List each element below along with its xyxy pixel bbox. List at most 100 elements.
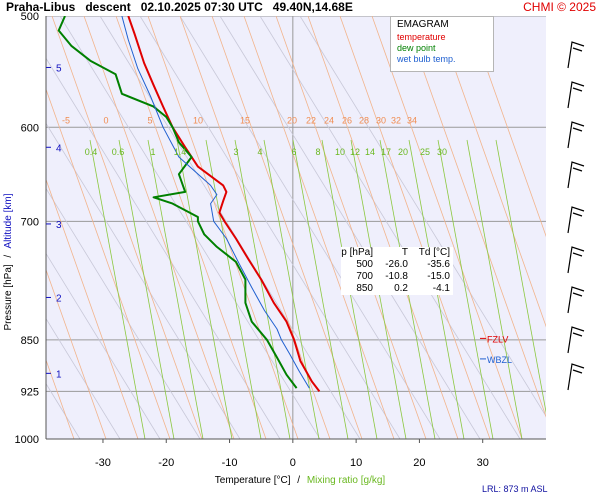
isotherm-label: 26 bbox=[342, 115, 352, 125]
table-cell: -10.8 bbox=[385, 271, 408, 282]
mixing-ratio-label: 0.6 bbox=[112, 147, 125, 157]
isotherm-label: 22 bbox=[306, 115, 316, 125]
isotherm-line bbox=[115, 16, 267, 439]
table-cell: -15.0 bbox=[427, 271, 450, 282]
x-tick-label: -20 bbox=[158, 457, 174, 469]
table-cell: -35.6 bbox=[427, 259, 450, 270]
dry-adiabat bbox=[46, 187, 201, 439]
x-tick-label: 0 bbox=[290, 457, 296, 469]
isotherm-label: 15 bbox=[240, 115, 250, 125]
table-cell: 700 bbox=[356, 271, 373, 282]
altitude-tick-label: 5 bbox=[56, 63, 62, 74]
altitude-tick-label: 4 bbox=[56, 143, 62, 154]
isotherm-label: 10 bbox=[193, 115, 203, 125]
isotherm-label: 24 bbox=[324, 115, 334, 125]
mixing-ratio-line bbox=[234, 139, 291, 439]
isotherm-label: 0 bbox=[103, 115, 108, 125]
table-row: 700 -10.8 -15.0 bbox=[341, 271, 453, 283]
isotherm-label: 28 bbox=[359, 115, 369, 125]
legend-item-wet-bulb: wet bulb temp. bbox=[397, 54, 456, 64]
table-header-cell: T bbox=[401, 247, 408, 258]
wind-barb bbox=[567, 121, 585, 149]
x-axis-label-mixing: Mixing ratio [g/kg] bbox=[307, 475, 386, 486]
isotherm-label: 32 bbox=[391, 115, 401, 125]
isotherm-label: -5 bbox=[62, 115, 70, 125]
dry-adiabat bbox=[139, 16, 401, 439]
isotherm-line bbox=[339, 16, 491, 439]
dry-adiabat bbox=[46, 57, 281, 439]
chart-title: Praha-Libus descent 02.10.2025 07:30 UTC… bbox=[6, 0, 353, 14]
mixing-ratio-label: 17 bbox=[381, 147, 391, 157]
mixing-ratio-line bbox=[292, 139, 349, 439]
mixing-ratio-label: 0.4 bbox=[85, 147, 98, 157]
dry-adiabat bbox=[259, 16, 521, 439]
wind-barb bbox=[567, 326, 585, 354]
isotherm-line bbox=[275, 16, 427, 439]
y-tick-label: 500 bbox=[21, 11, 39, 23]
y-tick-label: 850 bbox=[21, 335, 39, 347]
mixing-ratio-line bbox=[495, 139, 546, 415]
y-tick-label: 925 bbox=[21, 386, 39, 398]
plot-area bbox=[46, 16, 546, 439]
wind-barb bbox=[567, 41, 585, 69]
table-cell: 850 bbox=[356, 283, 373, 294]
isotherm-label: 30 bbox=[376, 115, 386, 125]
mixing-ratio-label: 8 bbox=[315, 147, 320, 157]
mixing-ratio-label: 20 bbox=[398, 147, 408, 157]
x-tick-label: -10 bbox=[222, 457, 238, 469]
wind-barb bbox=[567, 161, 585, 189]
isotherm-line bbox=[467, 16, 546, 238]
mixing-ratio-label: 1 bbox=[150, 147, 155, 157]
x-tick-label: -30 bbox=[95, 457, 111, 469]
x-axis-label-temperature: Temperature [°C] bbox=[215, 475, 291, 486]
x-tick-label: 10 bbox=[350, 457, 362, 469]
mixing-ratio-label: 10 bbox=[335, 147, 345, 157]
dry-adiabat bbox=[99, 16, 361, 439]
mixing-ratio-line bbox=[147, 139, 204, 439]
wind-barb bbox=[567, 81, 585, 109]
sounding-table: p [hPa] T Td [°C] 500 -26.0 -35.6 700 -1… bbox=[341, 247, 453, 295]
mixing-ratio-label: 25 bbox=[420, 147, 430, 157]
mixing-ratio-line bbox=[263, 139, 320, 439]
mixing-ratio-label: 6 bbox=[291, 147, 296, 157]
mixing-ratio-line bbox=[118, 139, 175, 439]
mixing-ratio-line bbox=[466, 139, 523, 439]
table-header-cell: Td [°C] bbox=[418, 247, 450, 258]
level-label: FZLV bbox=[487, 334, 508, 344]
table-header-cell: p [hPa] bbox=[341, 247, 373, 258]
mixing-ratio-label: 3 bbox=[233, 147, 238, 157]
y-axis-label-sep: / bbox=[3, 255, 14, 258]
mixing-ratio-label: 12 bbox=[350, 147, 360, 157]
table-row: 850 0.2 -4.1 bbox=[341, 283, 453, 295]
dry-adiabat bbox=[219, 16, 481, 439]
mixing-ratio-label: 4 bbox=[257, 147, 262, 157]
altitude-tick-label: 1 bbox=[56, 369, 62, 380]
legend: EMAGRAM temperature dew point wet bulb t… bbox=[390, 16, 494, 72]
wind-barb bbox=[567, 246, 585, 274]
x-tick-label: 20 bbox=[413, 457, 425, 469]
isotherm-label: 5 bbox=[147, 115, 152, 125]
series-temperature bbox=[127, 16, 321, 393]
isotherm-line bbox=[243, 16, 395, 439]
x-axis-label-sep: / bbox=[297, 475, 300, 486]
table-header: p [hPa] T Td [°C] bbox=[341, 247, 453, 259]
isotherm-line bbox=[211, 16, 363, 439]
isotherm-line bbox=[51, 16, 203, 439]
y-tick-label: 600 bbox=[21, 122, 39, 134]
levels-layer: FZLV WBZL bbox=[480, 334, 512, 365]
y-axis-label-altitude: Altitude [km] bbox=[3, 193, 14, 248]
isotherm-line bbox=[46, 88, 171, 439]
isotherm-line bbox=[147, 16, 299, 439]
wind-barb bbox=[567, 363, 585, 391]
isotherm-line bbox=[403, 16, 546, 418]
dry-adiabat bbox=[46, 252, 161, 439]
mixing-ratio-line bbox=[176, 139, 233, 439]
wind-barb bbox=[567, 206, 585, 234]
isotherm-line bbox=[46, 178, 139, 439]
wind-barb bbox=[567, 286, 585, 314]
table-cell: -4.1 bbox=[432, 283, 450, 294]
y-axis-label: Pressure [hPa] / Altitude [km] bbox=[3, 193, 14, 330]
mixing-ratio-label: 1.4 bbox=[174, 147, 187, 157]
series-wet-bulb-temp bbox=[121, 16, 310, 389]
